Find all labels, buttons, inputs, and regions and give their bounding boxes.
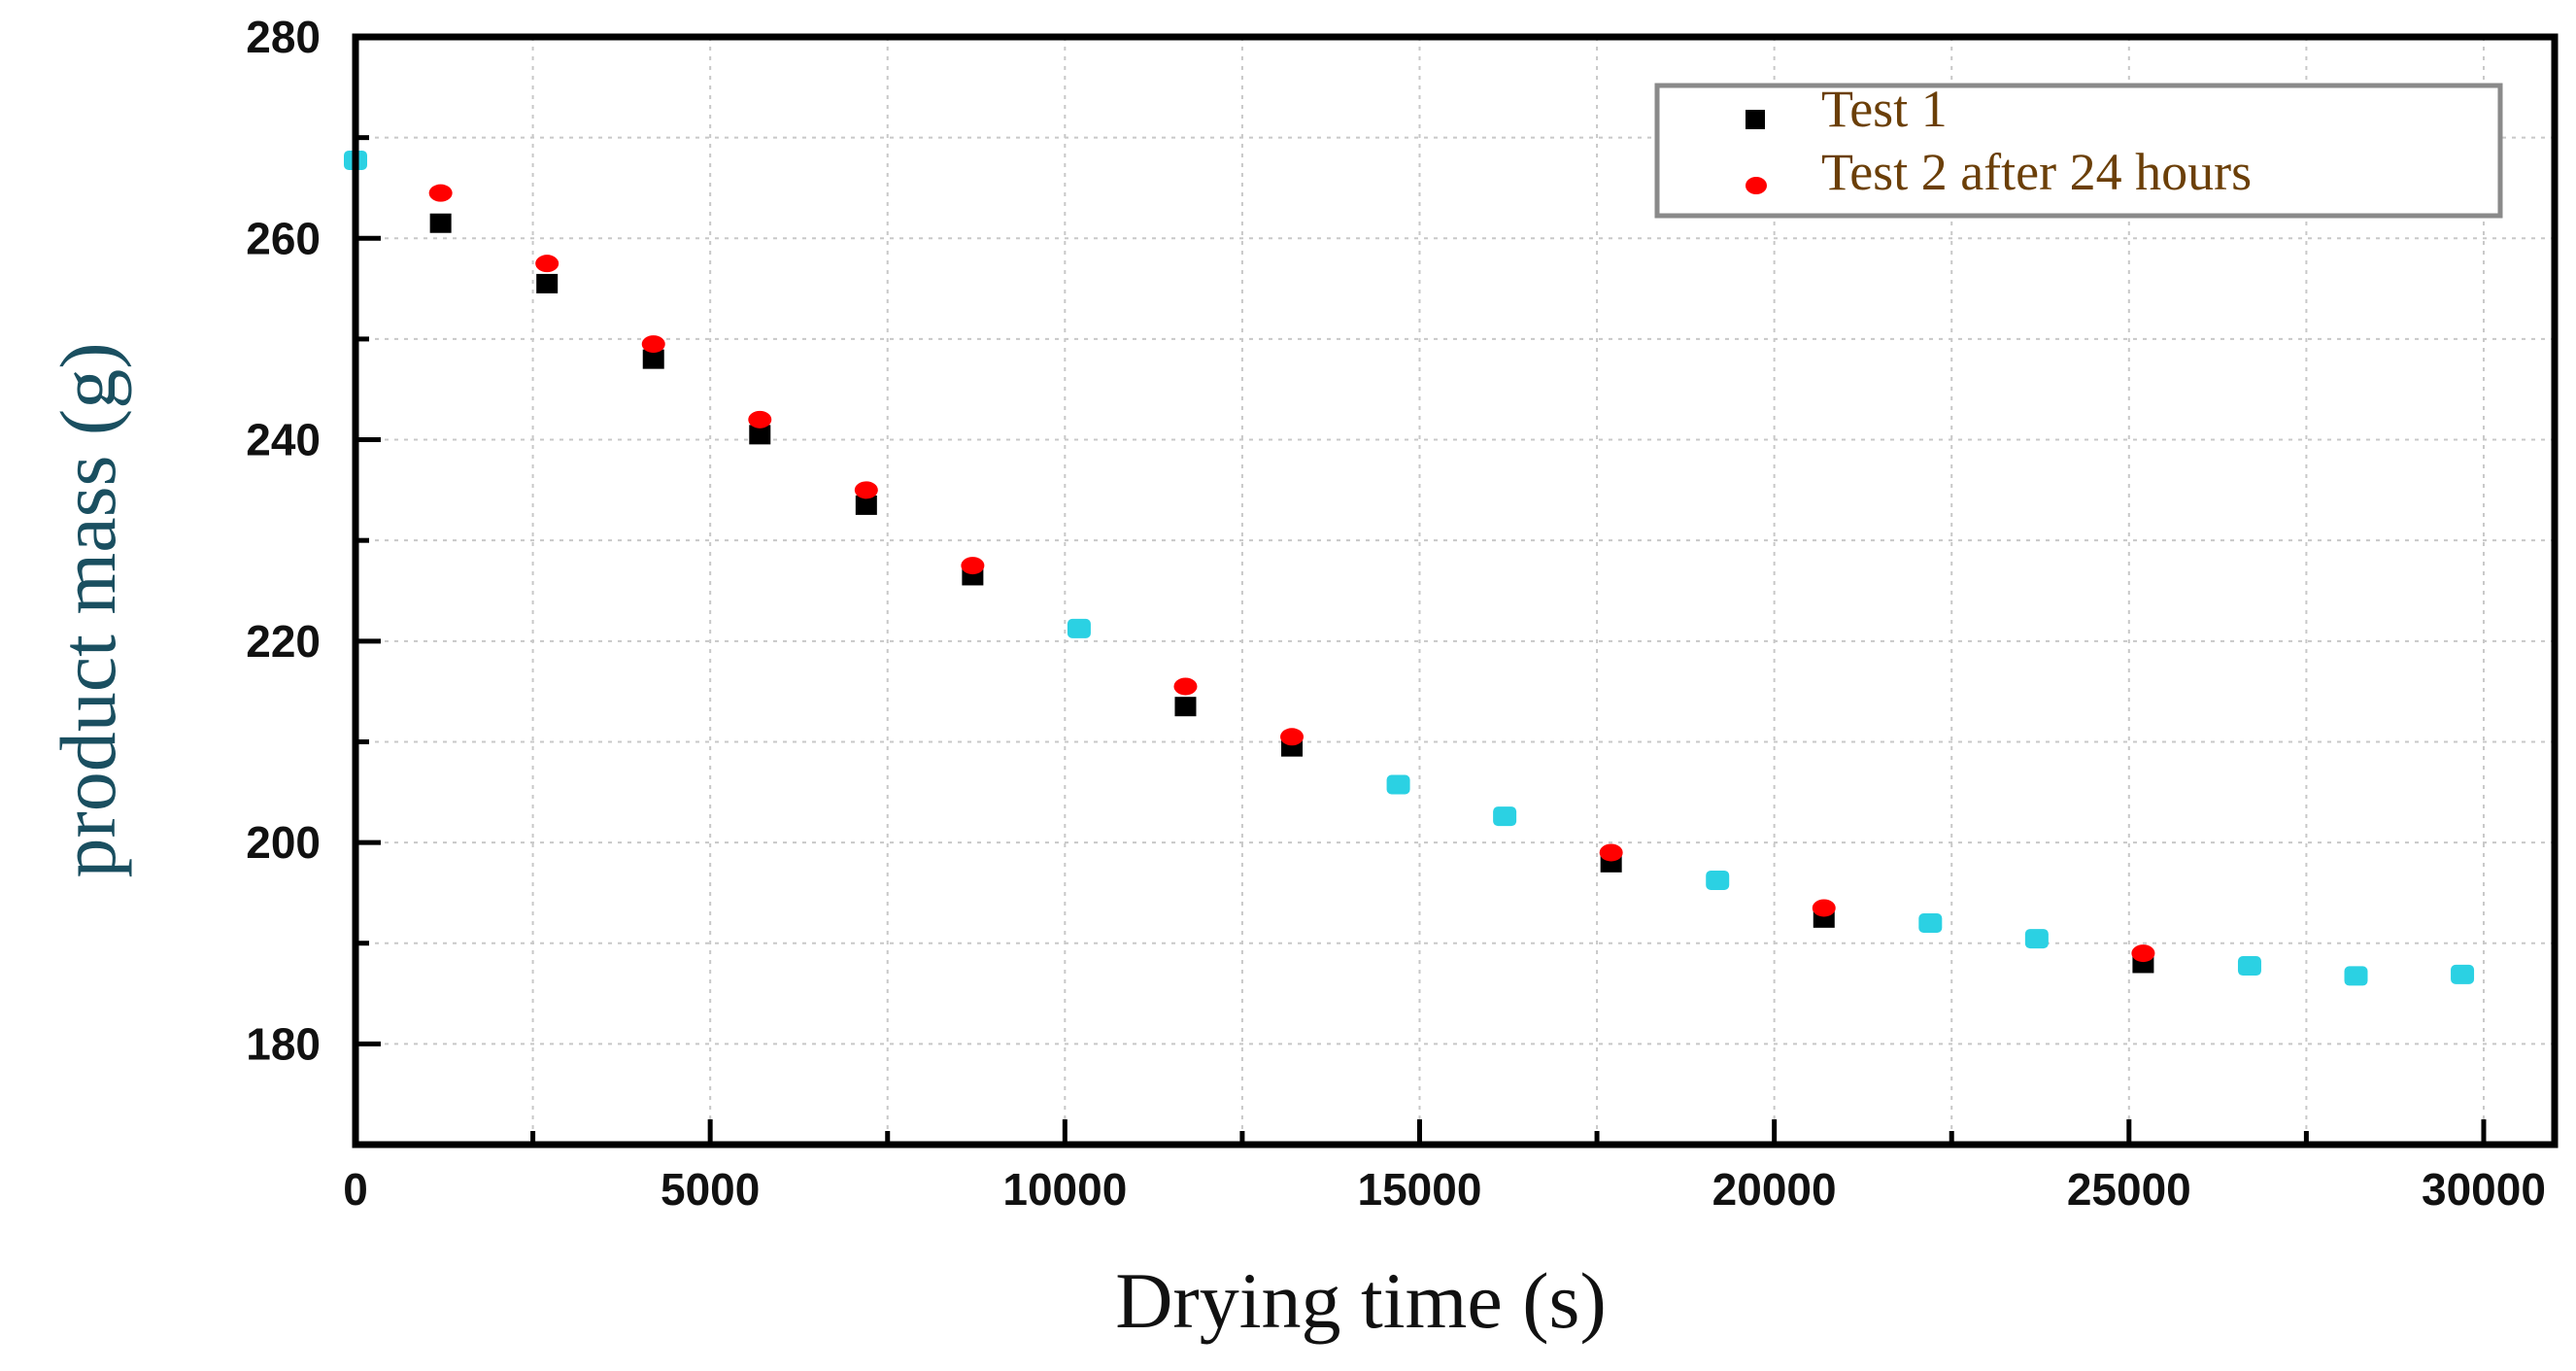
data-point-test1 <box>749 425 771 445</box>
data-point-test2 <box>1280 728 1305 746</box>
y-tick-label: 220 <box>246 616 321 667</box>
data-point-overlap <box>1386 774 1410 795</box>
legend: Test 1 Test 2 after 24 hours <box>1654 80 2503 219</box>
data-points <box>344 150 2475 986</box>
data-point-test2 <box>1173 677 1198 696</box>
data-point-test1 <box>855 495 877 515</box>
data-point-test2 <box>641 335 665 354</box>
data-point-test2 <box>961 557 985 575</box>
data-point-overlap <box>1493 806 1517 827</box>
data-point-overlap <box>2237 956 2261 977</box>
y-axis-title: product mass (g) <box>44 342 132 877</box>
x-tick-label: 25000 <box>2067 1164 2191 1215</box>
x-axis-title: Drying time (s) <box>1115 1256 1607 1345</box>
data-point-overlap <box>2024 929 2049 949</box>
y-tick-label: 180 <box>246 1018 321 1069</box>
legend-label-test1: Test 1 <box>1821 80 1948 138</box>
x-tick-label: 30000 <box>2422 1164 2546 1215</box>
data-point-overlap <box>1918 913 1943 933</box>
grid-lines <box>356 37 2555 1145</box>
y-tick-labels: 180 200 220 240 260 280 <box>246 12 321 1069</box>
data-point-test2 <box>1812 899 1836 917</box>
axis-ticks <box>353 34 2487 1148</box>
x-tick-labels: 0 5000 10000 15000 20000 25000 30000 <box>343 1164 2546 1215</box>
data-point-overlap <box>2451 964 2475 984</box>
y-tick-label: 280 <box>246 12 321 62</box>
data-point-overlap <box>1706 870 1730 890</box>
y-tick-label: 240 <box>246 415 321 465</box>
x-tick-label: 5000 <box>661 1164 760 1215</box>
x-tick-label: 10000 <box>1002 1164 1127 1215</box>
legend-marker-test1 <box>1746 110 1765 129</box>
x-tick-label: 15000 <box>1358 1164 1482 1215</box>
legend-marker-test2 <box>1746 177 1767 194</box>
data-point-test1 <box>1174 697 1197 717</box>
y-tick-label: 260 <box>246 213 321 263</box>
data-point-test2 <box>535 255 559 273</box>
data-point-test1 <box>429 213 452 233</box>
x-tick-label: 0 <box>343 1164 368 1215</box>
y-tick-label: 200 <box>246 817 321 868</box>
data-point-overlap <box>2344 966 2368 986</box>
x-tick-label: 20000 <box>1712 1164 1837 1215</box>
data-point-test2 <box>854 481 878 499</box>
legend-label-test2: Test 2 after 24 hours <box>1821 143 2252 201</box>
data-point-test2 <box>2131 944 2155 963</box>
data-point-test1 <box>642 349 664 369</box>
legend-box <box>1654 83 2503 219</box>
data-point-test2 <box>428 184 453 202</box>
data-point-test1 <box>536 273 559 293</box>
data-point-overlap <box>1067 618 1091 638</box>
data-point-test2 <box>1599 843 1623 862</box>
data-point-test2 <box>748 410 772 428</box>
plot-frame <box>352 33 2559 1148</box>
